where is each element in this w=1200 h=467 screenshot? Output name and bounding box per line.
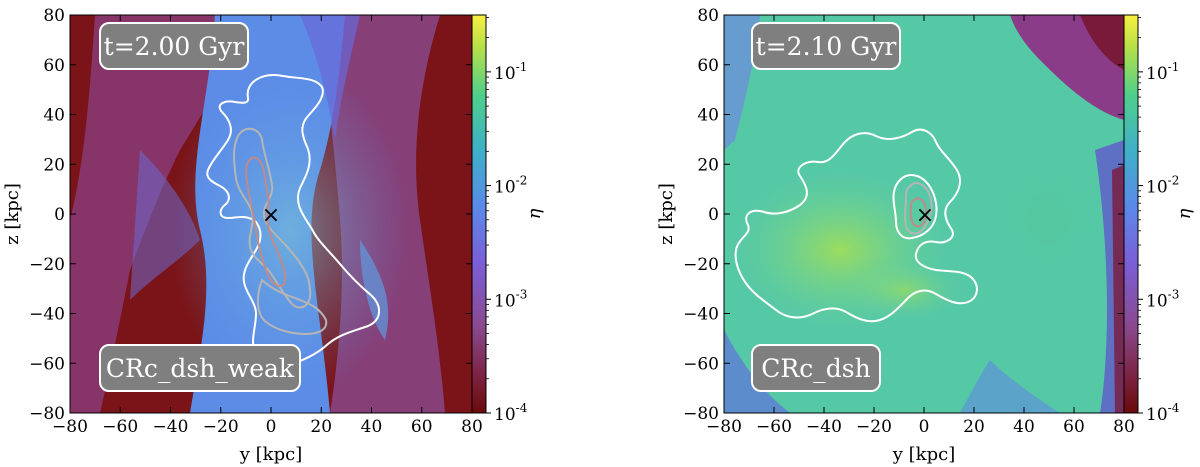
svg-text:CRc_dsh_weak: CRc_dsh_weak (106, 354, 295, 383)
x-tick-label: −60 (756, 417, 792, 437)
contours-right (734, 128, 978, 323)
y-tick-label: −80 (683, 404, 719, 424)
y-tick-label: 20 (43, 155, 65, 175)
center-marker-right: × (916, 203, 934, 228)
x-tick-label: 20 (310, 417, 332, 437)
y-tick-label: −80 (29, 404, 65, 424)
contour-core-left (245, 156, 287, 288)
colorbar-ticks-left: 10-1 10-2 10-3 10-4 (486, 17, 528, 425)
svg-text:t=2.10 Gyr: t=2.10 Gyr (756, 32, 897, 61)
panel-left: × −80 −60 −40 −20 0 20 40 60 80 80 60 40 20 0 −20 −40 −6… (2, 6, 545, 465)
colorbar-left (471, 14, 487, 414)
ylabel-left: z [kpc] (2, 183, 23, 245)
x-tick-label: −80 (706, 417, 742, 437)
svg-text:t=2.00 Gyr: t=2.00 Gyr (104, 32, 245, 61)
y-tick-label: −40 (683, 305, 719, 325)
y-tick-label: −20 (29, 255, 65, 275)
colorbar-tick-label: 10-4 (494, 401, 528, 425)
axis-ticks-left: −80 −60 −40 −20 0 20 40 60 80806040200−20−40−60−… (29, 6, 483, 437)
x-tick-label: 0 (266, 417, 277, 437)
time-label-right: t=2.10 Gyr (751, 22, 901, 70)
x-tick-label: −20 (203, 417, 239, 437)
x-tick-label: −40 (806, 417, 842, 437)
y-tick-label: 0 (54, 205, 65, 225)
x-tick-label: 60 (1063, 417, 1085, 437)
y-tick-label: −40 (29, 305, 65, 325)
y-tick-label: 80 (43, 6, 65, 26)
time-label-left: t=2.00 Gyr (99, 22, 249, 70)
x-tick-label: −80 (52, 417, 88, 437)
contour-outer-right (734, 128, 978, 323)
colorbar-tick-label: 10-2 (494, 174, 527, 198)
y-tick-label: 80 (697, 6, 719, 26)
colorbar-tick-label: 10-3 (494, 287, 527, 311)
colorbar-tick-label: 10-1 (494, 60, 527, 84)
y-tick-label: 20 (697, 155, 719, 175)
y-tick-label: −20 (683, 255, 719, 275)
xlabel-right: y [kpc] (892, 444, 955, 465)
contour-hole-right (892, 174, 938, 240)
contour-inner-right (904, 182, 933, 235)
y-tick-label: 40 (43, 106, 65, 126)
x-tick-label: 0 (919, 417, 930, 437)
colorbar-tick-label: 10-2 (1146, 174, 1179, 198)
y-tick-label: 60 (697, 56, 719, 76)
y-tick-label: −60 (683, 354, 719, 374)
x-tick-label: 20 (963, 417, 985, 437)
panel-right: × −80 −60 −40 −20 0 20 40 60 80 80 60 40 20 0 −20 −40 −6… (656, 6, 1195, 465)
colorbar-tick-label: 10-3 (1146, 287, 1179, 311)
y-tick-label: −60 (29, 354, 65, 374)
contour-core-right (909, 197, 928, 228)
colorbar-label-right: η (1174, 208, 1195, 219)
y-tick-label: 0 (708, 205, 719, 225)
x-tick-label: −60 (102, 417, 138, 437)
x-tick-label: −40 (153, 417, 189, 437)
x-tick-label: 40 (1013, 417, 1035, 437)
x-tick-label: −20 (856, 417, 892, 437)
run-label-left: CRc_dsh_weak (99, 344, 301, 392)
x-tick-label: 80 (1113, 417, 1135, 437)
colorbar-ticks-right: 10-1 10-2 10-3 10-4 (1138, 17, 1180, 425)
svg-text:CRc_dsh: CRc_dsh (761, 354, 870, 383)
contour-inner-left (233, 127, 312, 309)
x-tick-label: 60 (411, 417, 433, 437)
x-tick-label: 40 (361, 417, 383, 437)
colorbar-tick-label: 10-4 (1146, 401, 1180, 425)
x-tick-label: 80 (461, 417, 483, 437)
y-tick-label: 60 (43, 56, 65, 76)
colorbar-right (1123, 14, 1139, 414)
axis-ticks-right: −80 −60 −40 −20 0 20 40 60 80806040200−20−40−60−… (683, 6, 1135, 437)
ylabel-right: z [kpc] (656, 183, 677, 245)
colorbar-label-left: η (524, 208, 545, 219)
xlabel-left: y [kpc] (239, 444, 302, 465)
contour-inner2-left (256, 278, 328, 336)
run-label-right: CRc_dsh (751, 344, 881, 392)
y-tick-label: 40 (697, 106, 719, 126)
center-marker-left: × (262, 203, 280, 228)
colorbar-tick-label: 10-1 (1146, 60, 1179, 84)
